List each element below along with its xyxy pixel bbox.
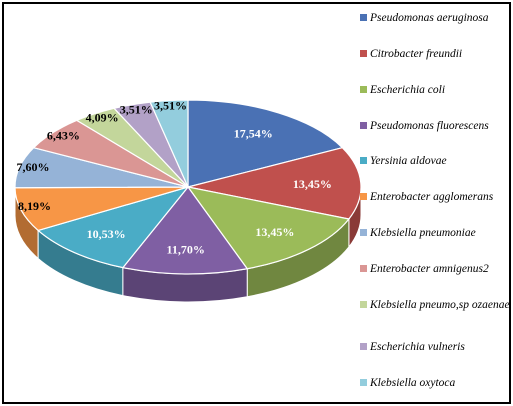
- pie-slice-10: [149, 99, 189, 188]
- pie-data-label-0: 17,54%: [234, 127, 273, 141]
- pie-data-label-2: 13,45%: [255, 225, 294, 239]
- legend-swatch-9: [360, 343, 367, 350]
- pie-slice-4: [36, 185, 190, 269]
- legend-swatch-2: [360, 86, 367, 93]
- legend-swatch-3: [360, 122, 367, 129]
- legend-label-10: Klebsiella oxytoca: [370, 377, 456, 389]
- legend-swatch-7: [360, 265, 367, 272]
- legend-swatch-6: [360, 229, 367, 236]
- pie-data-label-3: 11,70%: [167, 243, 205, 257]
- pie-data-label-4: 10,53%: [87, 227, 126, 241]
- pie-slices: [14, 99, 362, 275]
- pie-data-labels: 17,54% 13,45% 13,45% 11,70% 10,53% 8,19% 7,60%…: [17, 98, 332, 256]
- pie-data-label-9: 3,51%: [120, 102, 153, 116]
- legend-swatch-5: [360, 193, 367, 200]
- pie-chart: 17,54% 13,45% 13,45% 11,70% 10,53% 8,19% 7,60%…: [14, 98, 362, 303]
- legend-label-6: Klebsiella pneumoniae: [370, 227, 476, 239]
- legend-swatch-4: [360, 157, 367, 164]
- pie-slice-5: [14, 186, 189, 232]
- legend-swatch-8: [360, 301, 367, 308]
- pie-data-label-5: 8,19%: [18, 199, 51, 213]
- legend-label-9: Escherichia vulneris: [370, 341, 465, 353]
- pie-data-label-8: 4,09%: [86, 111, 119, 125]
- pie-data-label-10: 3,51%: [154, 98, 187, 112]
- legend-label-5: Enterobacter agglomerans: [370, 191, 494, 203]
- legend-swatch-0: [360, 14, 367, 21]
- pie-slice-1: [187, 147, 362, 220]
- legend-label-8: Klebsiella pneumo,sp ozaenae: [370, 299, 510, 311]
- pie-data-label-7: 6,43%: [47, 128, 80, 142]
- pie-slice-3: [121, 186, 249, 275]
- legend-swatch-1: [360, 50, 367, 57]
- pie-slice-0: [187, 99, 344, 188]
- pie-data-label-6: 7,60%: [17, 160, 50, 174]
- legend-swatch-10: [360, 379, 367, 386]
- pie-slice-2: [186, 186, 350, 270]
- legend-label-7: Enterobacter amnigenus2: [370, 263, 489, 275]
- legend-label-3: Pseudomonas fluorescens: [370, 120, 489, 132]
- pie-data-label-1: 13,45%: [293, 177, 332, 191]
- legend-label-2: Escherichia coli: [370, 84, 446, 96]
- legend-label-4: Yersinia aldovae: [370, 155, 447, 167]
- legend-label-0: Pseudomonas aeruginosa: [370, 12, 489, 24]
- legend-label-1: Citrobacter freundii: [370, 48, 463, 60]
